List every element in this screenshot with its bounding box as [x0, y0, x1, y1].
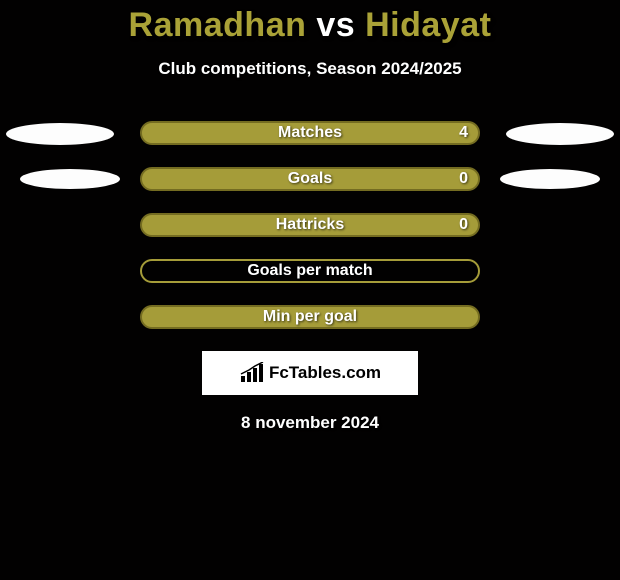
stat-value-right: 4 — [459, 124, 468, 142]
stat-row: Min per goal — [0, 305, 620, 329]
page-title: Ramadhan vs Hidayat — [0, 0, 620, 45]
right-indicator — [500, 169, 600, 189]
stat-row: Hattricks 0 — [0, 213, 620, 237]
player2-name: Hidayat — [365, 6, 491, 44]
stat-label: Goals per match — [247, 262, 372, 280]
stat-label: Goals — [288, 170, 332, 188]
comparison-card: Ramadhan vs Hidayat Club competitions, S… — [0, 0, 620, 580]
stat-bar: Matches 4 — [140, 121, 480, 145]
stat-row: Goals per match — [0, 259, 620, 283]
datestamp: 8 november 2024 — [0, 413, 620, 433]
left-indicator — [6, 123, 114, 145]
stat-value-right: 0 — [459, 170, 468, 188]
brand-text: FcTables.com — [269, 363, 381, 383]
right-indicator — [506, 123, 614, 145]
bars-icon — [239, 362, 265, 384]
stat-value-right: 0 — [459, 216, 468, 234]
stat-bar: Goals per match — [140, 259, 480, 283]
stat-bar: Hattricks 0 — [140, 213, 480, 237]
stat-label: Matches — [278, 124, 342, 142]
player1-name: Ramadhan — [129, 6, 307, 44]
stat-label: Min per goal — [263, 308, 357, 326]
left-indicator — [20, 169, 120, 189]
stat-row: Matches 4 — [0, 121, 620, 145]
stat-rows: Matches 4 Goals 0 Hattricks 0 Goals per match M… — [0, 121, 620, 329]
stat-row: Goals 0 — [0, 167, 620, 191]
brand-box: FcTables.com — [202, 351, 418, 395]
stat-bar: Goals 0 — [140, 167, 480, 191]
vs-label: vs — [316, 6, 355, 44]
stat-bar: Min per goal — [140, 305, 480, 329]
subtitle: Club competitions, Season 2024/2025 — [0, 59, 620, 79]
stat-label: Hattricks — [276, 216, 344, 234]
